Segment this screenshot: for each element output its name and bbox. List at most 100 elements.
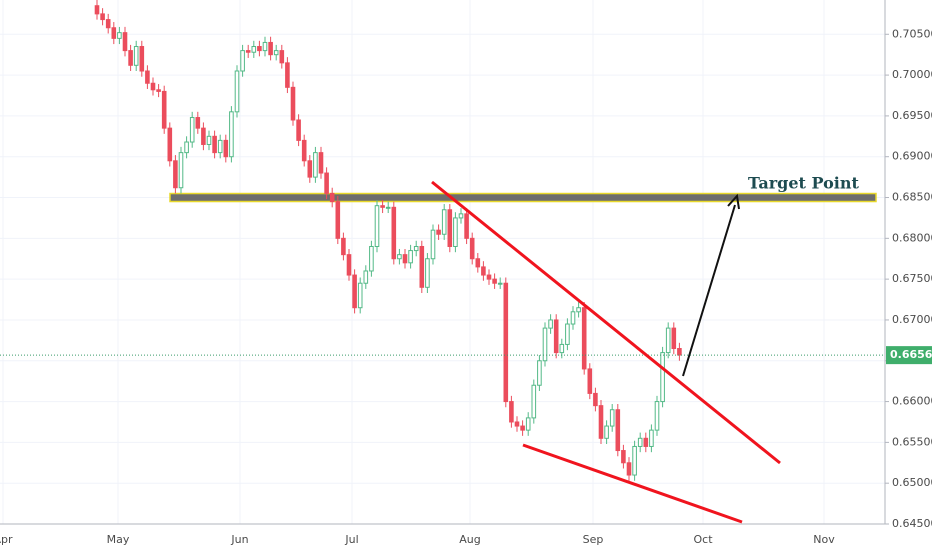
candle-body [313, 152, 318, 178]
candle-body [352, 274, 357, 309]
candle-body [346, 254, 352, 276]
candle-body [290, 86, 296, 121]
candle-body [145, 70, 150, 84]
candle-body [234, 70, 240, 113]
x-tick-label: Oct [693, 533, 713, 546]
last-price-box [886, 346, 932, 365]
candle-body [268, 41, 273, 56]
candle-body [509, 401, 514, 423]
candle-body [671, 327, 677, 350]
candle-body [548, 319, 553, 329]
candle-body [503, 282, 509, 403]
candle-body [262, 41, 268, 52]
candle-body [481, 266, 486, 276]
candle-body [520, 425, 525, 431]
candle-body [453, 217, 458, 247]
candle-body [643, 437, 649, 447]
candle-body [273, 50, 279, 56]
candle-body [195, 117, 201, 129]
candle-body [565, 323, 570, 345]
candle-body [301, 139, 307, 162]
candle-body [279, 50, 285, 64]
candle-body [307, 160, 313, 178]
candle-body [593, 392, 598, 407]
candle-body [201, 127, 206, 145]
candle-body [329, 192, 335, 203]
x-tick-label: Sep [583, 533, 604, 546]
candle-body [559, 343, 565, 354]
candle-body [677, 348, 682, 356]
candle-body [576, 307, 581, 313]
candle-body [335, 201, 341, 239]
candle-body [229, 111, 234, 158]
candle-body [189, 117, 195, 143]
trend-line-lower [522, 443, 743, 524]
candle-body [173, 160, 178, 189]
candle-body [100, 13, 105, 21]
candle-body [139, 46, 145, 72]
candle-body [626, 462, 632, 476]
candle-body [251, 46, 257, 53]
candle-body [397, 254, 402, 260]
candle-body [324, 172, 329, 194]
candle-body [637, 437, 643, 447]
candle-body [212, 135, 217, 154]
candle-body [436, 229, 441, 235]
candle-body [385, 206, 391, 209]
candle-body [111, 27, 117, 39]
last-price-label: 0.66569 [890, 348, 932, 361]
annotation: Target Point [748, 174, 859, 193]
candle-body [514, 421, 520, 427]
x-tick-label: May [107, 533, 130, 546]
candle-body [117, 32, 122, 39]
candle-body [206, 135, 212, 145]
candle-body [464, 213, 469, 239]
candle-body [391, 206, 397, 260]
candle-body [402, 254, 408, 264]
candle-body [122, 32, 128, 52]
candle-body [217, 139, 223, 154]
candle-body [156, 89, 161, 92]
candle-body [531, 384, 537, 419]
trend-line-upper [431, 180, 781, 465]
candle-body [441, 209, 447, 235]
candle-body [167, 127, 173, 162]
candle-body [94, 5, 100, 15]
candle-body [497, 282, 503, 285]
candle-body [581, 307, 587, 370]
candle-body [632, 445, 637, 476]
candle-body [492, 278, 497, 284]
candle-body [150, 82, 156, 91]
axes: 0.645000.650000.655000.660000.665000.670… [0, 27, 932, 546]
candle-body [447, 209, 453, 247]
candle-body [413, 245, 419, 252]
candle-body [285, 62, 290, 88]
candle-body [570, 311, 576, 325]
candle-body [257, 46, 262, 52]
plot-area [0, 0, 885, 481]
target-band [169, 192, 877, 203]
candle-body [374, 205, 380, 247]
candle-body [408, 250, 413, 264]
candle-body [161, 90, 167, 129]
candle-body [469, 237, 475, 260]
candle-body [380, 205, 385, 208]
candle-body [598, 405, 604, 439]
candle-body [553, 319, 559, 354]
candle-body [223, 139, 229, 158]
candle-body [615, 409, 621, 452]
candle-body [458, 213, 464, 219]
candle-body [486, 274, 492, 280]
arrow-shaft [682, 204, 736, 377]
candle-body [184, 141, 189, 154]
